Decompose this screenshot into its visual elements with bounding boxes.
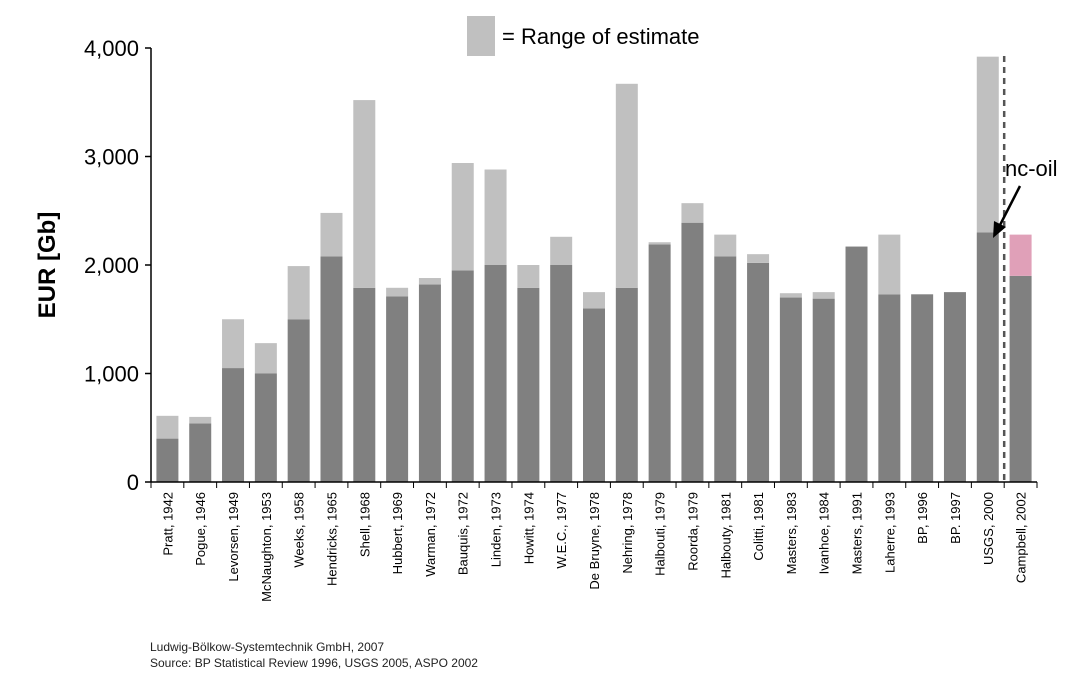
bar-range (353, 100, 376, 288)
footer-credit: Ludwig-Bölkow-Systemtechnik GmbH, 2007 (150, 640, 385, 654)
bar-range (418, 278, 441, 285)
bar-base (386, 296, 409, 482)
bar-base (714, 256, 737, 482)
bar-range (222, 319, 245, 369)
bar-base (222, 368, 245, 482)
x-tick-label: Hubbert, 1969 (390, 492, 405, 574)
bar-base (681, 222, 704, 482)
bar-base (648, 244, 671, 482)
bar-base (976, 232, 999, 482)
x-tick-label: Levorsen, 1949 (226, 492, 241, 582)
bar-range (812, 292, 835, 299)
bar-base (615, 287, 638, 482)
x-tick-label: Halbouty, 1981 (718, 492, 733, 579)
bar-range (583, 292, 605, 309)
bar-base (451, 270, 474, 482)
bar-base (484, 265, 507, 482)
legend: = Range of estimate (467, 16, 700, 56)
bar-nc-oil (1009, 234, 1032, 276)
bar-base (254, 373, 277, 482)
x-tick-label: Linden, 1973 (489, 492, 504, 567)
x-tick-label: Hendricks, 1965 (324, 492, 339, 586)
bars (156, 56, 1032, 482)
x-tick-label: McNaughton, 1953 (259, 492, 274, 602)
y-tick-label: 4,000 (84, 36, 139, 61)
x-tick-label: De Bruyne, 1978 (587, 492, 602, 590)
bar-range (320, 212, 343, 257)
footer-source: Source: BP Statistical Review 1996, USGS… (150, 656, 478, 670)
bar-range (779, 293, 802, 298)
bar-base (1009, 275, 1032, 482)
bar-base (747, 262, 770, 482)
x-tick-label: BP, 1996 (915, 492, 930, 544)
bar-range (287, 266, 310, 320)
bar-base (779, 297, 802, 482)
bar-base (550, 265, 573, 482)
x-tick-label: Nehring, 1978 (620, 492, 635, 574)
bar-range (484, 169, 507, 265)
x-tick-label: Bauquis, 1972 (456, 492, 471, 575)
bar-base (189, 423, 212, 482)
bar-range (189, 416, 212, 424)
y-tick-label: 0 (127, 470, 139, 495)
x-tick-label: Ivanhoe, 1984 (817, 492, 832, 574)
x-tick-label: W.E.C., 1977 (554, 492, 569, 569)
bar-range (714, 234, 737, 257)
bar-base (156, 438, 179, 482)
x-tick-label: Colitti, 1981 (751, 492, 766, 561)
x-tick-label: Weeks, 1958 (292, 492, 307, 568)
x-tick-label: Laherre, 1993 (882, 492, 897, 573)
x-tick-label: Halbouti, 1979 (653, 492, 668, 576)
bar-range (681, 203, 704, 223)
bar-base (418, 284, 441, 482)
bar-base (353, 287, 376, 482)
bar-range (386, 287, 409, 297)
bar-base (287, 319, 310, 482)
x-axis: Pratt, 1942 Pogue, 1946 Levorsen, 1949 McNa… (150, 481, 1038, 602)
bar-range (550, 236, 573, 265)
bar-base (845, 246, 868, 482)
annotation-text: nc-oil (1005, 156, 1058, 181)
x-tick-label: Shell, 1968 (357, 492, 372, 557)
annotation-arrow (998, 185, 1022, 226)
bar-base (583, 308, 605, 482)
x-tick-label: Warman, 1972 (423, 492, 438, 577)
bar-range (517, 265, 540, 288)
bar-range (451, 163, 474, 271)
bar-base (943, 292, 966, 482)
x-tick-label: Roorda, 1979 (685, 492, 700, 571)
y-tick-label: 1,000 (84, 362, 139, 387)
y-tick-label: 3,000 (84, 145, 139, 170)
legend-label: = Range of estimate (502, 24, 700, 49)
x-tick-label: Masters, 1983 (784, 492, 799, 574)
y-axis: 0 1,000 2,000 3,000 4,000 (84, 36, 152, 495)
bar-range (648, 242, 671, 245)
x-tick-label: Pratt, 1942 (160, 492, 175, 556)
bar-base (517, 287, 540, 482)
x-tick-label: BP. 1997 (948, 492, 963, 544)
nc-oil-annotation: nc-oil (993, 156, 1058, 238)
x-tick-label: Howitt, 1974 (521, 492, 536, 564)
bar-base (911, 294, 934, 482)
bar-range (615, 83, 638, 288)
y-tick-label: 2,000 (84, 253, 139, 278)
x-tick-label: Pogue, 1946 (193, 492, 208, 566)
bar-base (812, 298, 835, 482)
bar-range (878, 234, 901, 295)
bar-range (156, 415, 179, 439)
bar-range (747, 254, 770, 263)
x-tick-label: Masters, 1991 (850, 492, 865, 574)
legend-swatch (467, 16, 495, 56)
annotation-arrowhead (993, 221, 1006, 238)
bar-range (254, 343, 277, 374)
y-axis-label: EUR [Gb] (34, 212, 61, 319)
x-tick-label: Campbell, 2002 (1014, 492, 1029, 583)
bar-range (976, 56, 999, 233)
bar-base (878, 294, 901, 482)
bar-base (320, 256, 343, 482)
x-tick-label: USGS, 2000 (981, 492, 996, 565)
